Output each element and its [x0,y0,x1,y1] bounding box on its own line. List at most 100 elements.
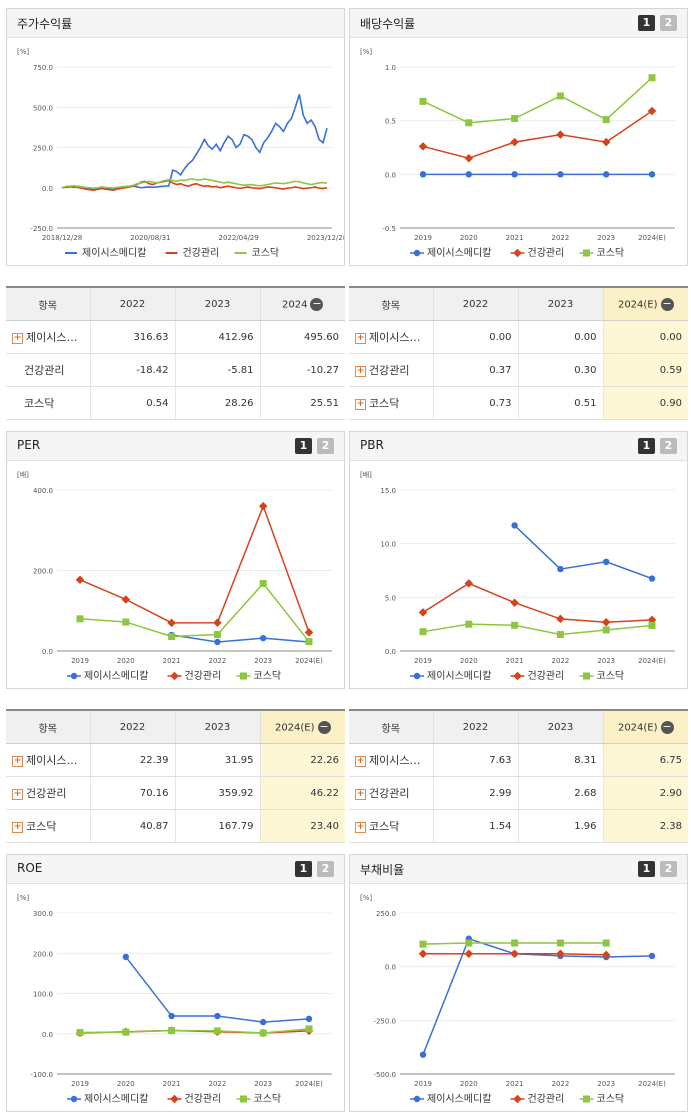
x-tick-label: 2022 [551,1080,569,1088]
expand-icon[interactable]: + [355,332,366,344]
data-point-kosdaq [419,97,427,105]
table-row: + 제이시스… 316.63 412.96 495.60 [6,320,345,354]
data-point-company [603,558,610,566]
row-name: + 건강관리 [349,776,433,810]
x-tick-label: 2020 [460,657,478,665]
debt-line-chart: [%] 250.0 0.0 -250.0 -500.0 2019 2020 2021 2022 2… [360,894,675,1105]
table-row: + 건강관리 0.37 0.30 0.59 [349,353,688,387]
x-tick-label: 2019 [414,1080,432,1088]
x-tick-label: 2023 [597,234,615,242]
legend-marker-health [513,671,522,681]
return-table: 항목 2022 2023 2024− + 제이시스… 316.63 412.96 495… [6,286,345,420]
collapse-icon[interactable]: − [310,296,324,311]
y-tick-label: 0.0 [385,648,396,656]
expand-icon[interactable]: + [12,755,23,767]
x-tick-label: 2023 [597,1080,615,1088]
top-strip [220,0,620,3]
data-point-health [510,949,519,959]
legend-label-health: 건강관리 [528,247,565,259]
table-cell: -18.42 [89,353,175,387]
table-cell: 0.54 [89,386,175,420]
collapse-icon[interactable]: − [317,719,331,734]
page-2-button[interactable]: 2 [660,861,677,877]
table-cell: 70.16 [89,776,175,810]
legend-label-health: 건강관리 [528,670,565,682]
series-line-kosdaq [79,582,310,643]
x-tick-label: 2022 [551,234,569,242]
page-1-button[interactable]: 1 [638,861,655,877]
legend-marker-kosdaq [583,249,590,257]
series-line-health [61,179,328,191]
roe-line-chart: [%] 300.0 200.0 100.0 0.0 -100.0 2019 2020 2021 2… [17,894,332,1105]
x-tick-label: 2019 [414,234,432,242]
y-tick-label: 750.0 [33,64,53,72]
expand-icon[interactable]: + [355,365,366,377]
page-1-button[interactable]: 1 [638,438,655,454]
expand-icon[interactable]: + [355,821,366,833]
col-header-2024e: 2024(E) − [602,286,688,321]
legend-label-kosdaq: 코스닥 [597,1093,625,1105]
page-2-button[interactable]: 2 [660,15,677,31]
expand-icon[interactable]: + [355,755,366,767]
table-cell: 0.73 [432,386,518,420]
table-cell: 0.59 [602,353,688,387]
data-point-company [260,634,267,642]
row-name: 코스닥 [6,386,90,420]
data-point-company [168,1012,175,1020]
row-label: 코스닥 [369,820,400,833]
panel-title: 배당수익률 [360,17,416,31]
data-point-company [511,171,518,178]
expand-icon[interactable]: + [355,788,366,800]
panel-title: 부채비율 [360,863,405,877]
data-point-company [419,1051,427,1058]
data-point-kosdaq [213,631,221,639]
legend-label-health: 건강관리 [185,1093,222,1105]
row-label: 제이시스… [369,754,421,767]
page-1-button[interactable]: 1 [638,15,655,31]
legend-label-health: 건강관리 [185,670,222,682]
panel-title: PER [17,438,41,452]
panel-header: 부채비율 1 2 [350,855,687,884]
legend-label-kosdaq: 코스닥 [597,670,625,682]
data-point-kosdaq [122,618,130,626]
table-cell: 1.96 [517,809,603,843]
unit-label: [%] [360,894,372,902]
col-header-2023: 2023 [517,286,603,321]
data-point-company [122,953,129,961]
legend-marker-health [170,1094,179,1104]
data-point-health [510,137,519,147]
page-1-button[interactable]: 1 [295,438,312,454]
y-tick-label: 0.5 [385,118,396,126]
table-cell: 23.40 [259,809,345,843]
table-cell: -5.81 [174,353,260,387]
page-2-button[interactable]: 2 [660,438,677,454]
legend-label-kosdaq: 코스닥 [254,1093,282,1105]
table-cell: 0.90 [602,386,688,420]
y-tick-label: -250.0 [373,1017,396,1025]
expand-icon[interactable]: + [12,821,23,833]
roe-chart-panel: ROE 1 2 [%] 300.0 200.0 100.0 0.0 -100.0 2019 2… [6,854,345,1112]
page-2-button[interactable]: 2 [317,438,334,454]
y-tick-label: 0.0 [385,964,396,972]
collapse-icon[interactable]: − [660,719,674,734]
per-line-chart: [배] 400.0 200.0 0.0 2019 2020 2021 2022 2023 2024… [17,470,332,682]
table-cell: 25.51 [259,386,345,420]
row-name: + 건강관리 [349,353,433,387]
table-row: + 코스닥 0.73 0.51 0.90 [349,386,688,420]
data-point-health [167,618,176,628]
legend-marker-kosdaq [240,672,247,680]
data-point-kosdaq [602,116,610,124]
row-label: 제이시스… [26,754,78,767]
series-line-kosdaq [61,178,328,190]
data-point-health [464,949,474,959]
expand-icon[interactable]: + [12,788,23,800]
data-point-company [648,952,656,960]
expand-icon[interactable]: + [12,332,23,344]
page-2-button[interactable]: 2 [317,861,334,877]
page-1-button[interactable]: 1 [295,861,312,877]
table-row: 건강관리 -18.42 -5.81 -10.27 [6,353,345,387]
collapse-icon[interactable]: − [660,296,674,311]
expand-icon[interactable]: + [355,398,366,410]
legend-label-health: 건강관리 [528,1093,565,1105]
